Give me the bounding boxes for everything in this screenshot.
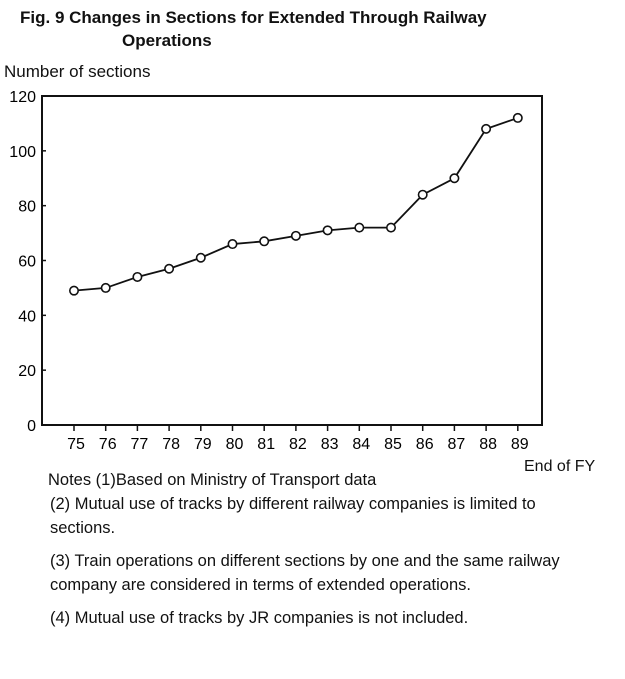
y-tick-label: 60 xyxy=(18,254,36,271)
plot-frame xyxy=(41,95,543,426)
series-line xyxy=(73,117,519,292)
x-tick-label: 86 xyxy=(416,436,434,453)
x-tick-label: 85 xyxy=(384,436,402,453)
data-point xyxy=(69,285,80,296)
x-tick-label: 82 xyxy=(289,436,307,453)
y-tick-label: 40 xyxy=(18,308,36,325)
y-tick-label: 80 xyxy=(18,199,36,216)
note-2: (2) Mutual use of tracks by different ra… xyxy=(50,495,536,537)
title-line-2: Operations xyxy=(122,31,212,50)
x-tick-label: 89 xyxy=(511,436,529,453)
y-tick-label: 100 xyxy=(9,144,36,161)
y-tick-label: 20 xyxy=(18,363,36,380)
title-line-1: Fig. 9 Changes in Sections for Extended … xyxy=(20,8,487,27)
data-point xyxy=(385,222,396,233)
x-tick-label: 79 xyxy=(194,436,212,453)
data-point xyxy=(512,112,523,123)
x-tick-label: 83 xyxy=(321,436,339,453)
data-point xyxy=(259,236,270,247)
x-tick-label: 84 xyxy=(352,436,370,453)
data-point xyxy=(481,123,492,134)
data-point xyxy=(195,252,206,263)
y-tick-label: 120 xyxy=(9,89,36,106)
y-tick-label: 0 xyxy=(27,418,36,435)
x-tick-label: 78 xyxy=(162,436,180,453)
x-tick-label: 80 xyxy=(226,436,244,453)
x-tick-label: 77 xyxy=(131,436,149,453)
data-point xyxy=(322,225,333,236)
x-tick-label: 81 xyxy=(257,436,275,453)
data-point xyxy=(227,239,238,250)
x-tick-label: 88 xyxy=(479,436,497,453)
data-point xyxy=(132,271,143,282)
x-tick-label: 87 xyxy=(448,436,466,453)
data-point xyxy=(100,282,111,293)
x-axis-label: End of FY xyxy=(524,458,596,475)
data-point xyxy=(164,263,175,274)
note-4: (4) Mutual use of tracks by JR companies… xyxy=(50,609,469,627)
data-point xyxy=(290,230,301,241)
data-point xyxy=(417,189,428,200)
x-tick-label: 75 xyxy=(67,436,85,453)
data-point xyxy=(354,222,365,233)
notes: Notes (1)Based on Ministry of Transport … xyxy=(48,468,610,639)
chart-title: Fig. 9 Changes in Sections for Extended … xyxy=(20,6,620,52)
note-1: Notes (1)Based on Ministry of Transport … xyxy=(48,471,377,489)
x-tick-label: 76 xyxy=(99,436,117,453)
data-point xyxy=(449,173,460,184)
y-axis-label: Number of sections xyxy=(4,62,151,81)
note-3: (3) Train operations on different sectio… xyxy=(50,552,560,594)
